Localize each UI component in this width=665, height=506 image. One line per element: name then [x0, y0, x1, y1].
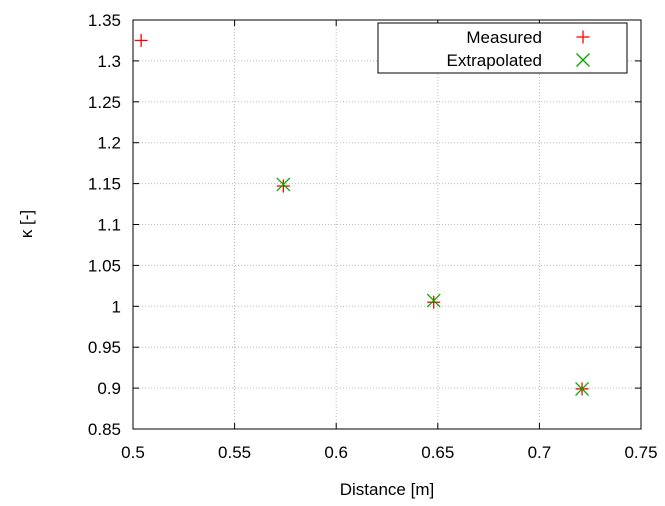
y-tick-label: 1.2	[97, 134, 121, 153]
legend-box	[377, 22, 628, 74]
data-point-measured	[276, 179, 290, 193]
y-tick-label: 0.95	[88, 338, 121, 357]
legend-label-measured: Measured	[466, 28, 542, 47]
y-tick-label: 1.05	[88, 256, 121, 275]
y-tick-label: 1.1	[97, 216, 121, 235]
x-tick-label: 0.6	[324, 443, 348, 462]
x-axis-title: Distance [m]	[340, 480, 434, 499]
data-point-extrapolated	[426, 293, 441, 308]
x-tick-label: 0.75	[624, 443, 657, 462]
y-tick-label: 1	[112, 297, 121, 316]
plot-frame	[132, 19, 642, 430]
x-tick-label: 0.65	[421, 443, 454, 462]
y-axis: 0.85 0.9 0.95 1 1.05 1.1 1.15 1.2 1.25 1.3 1.35	[88, 11, 641, 439]
y-tick-label: 0.9	[97, 379, 121, 398]
legend-marker-measured	[576, 30, 590, 44]
legend-label-extrapolated: Extrapolated	[447, 51, 542, 70]
x-axis: 0.5 0.55 0.6 0.65 0.7 0.75	[121, 20, 658, 462]
data-point-measured	[427, 295, 441, 309]
y-tick-label: 1.3	[97, 52, 121, 71]
legend-markers	[576, 30, 590, 67]
data-points	[134, 33, 590, 396]
y-tick-label: 1.35	[88, 11, 121, 30]
x-tick-label: 0.7	[528, 443, 552, 462]
grid	[133, 20, 641, 429]
y-axis-title: κ [-]	[17, 210, 36, 238]
y-tick-label: 1.15	[88, 175, 121, 194]
y-tick-label: 0.85	[88, 420, 121, 439]
x-tick-label: 0.5	[121, 443, 145, 462]
data-point-extrapolated	[276, 177, 291, 192]
x-tick-label: 0.55	[218, 443, 251, 462]
y-tick-label: 1.25	[88, 93, 121, 112]
data-point-extrapolated	[575, 381, 590, 396]
data-point-measured	[134, 33, 148, 47]
legend: Measured Extrapolated	[377, 22, 628, 74]
legend-marker-extrapolated	[576, 53, 590, 67]
